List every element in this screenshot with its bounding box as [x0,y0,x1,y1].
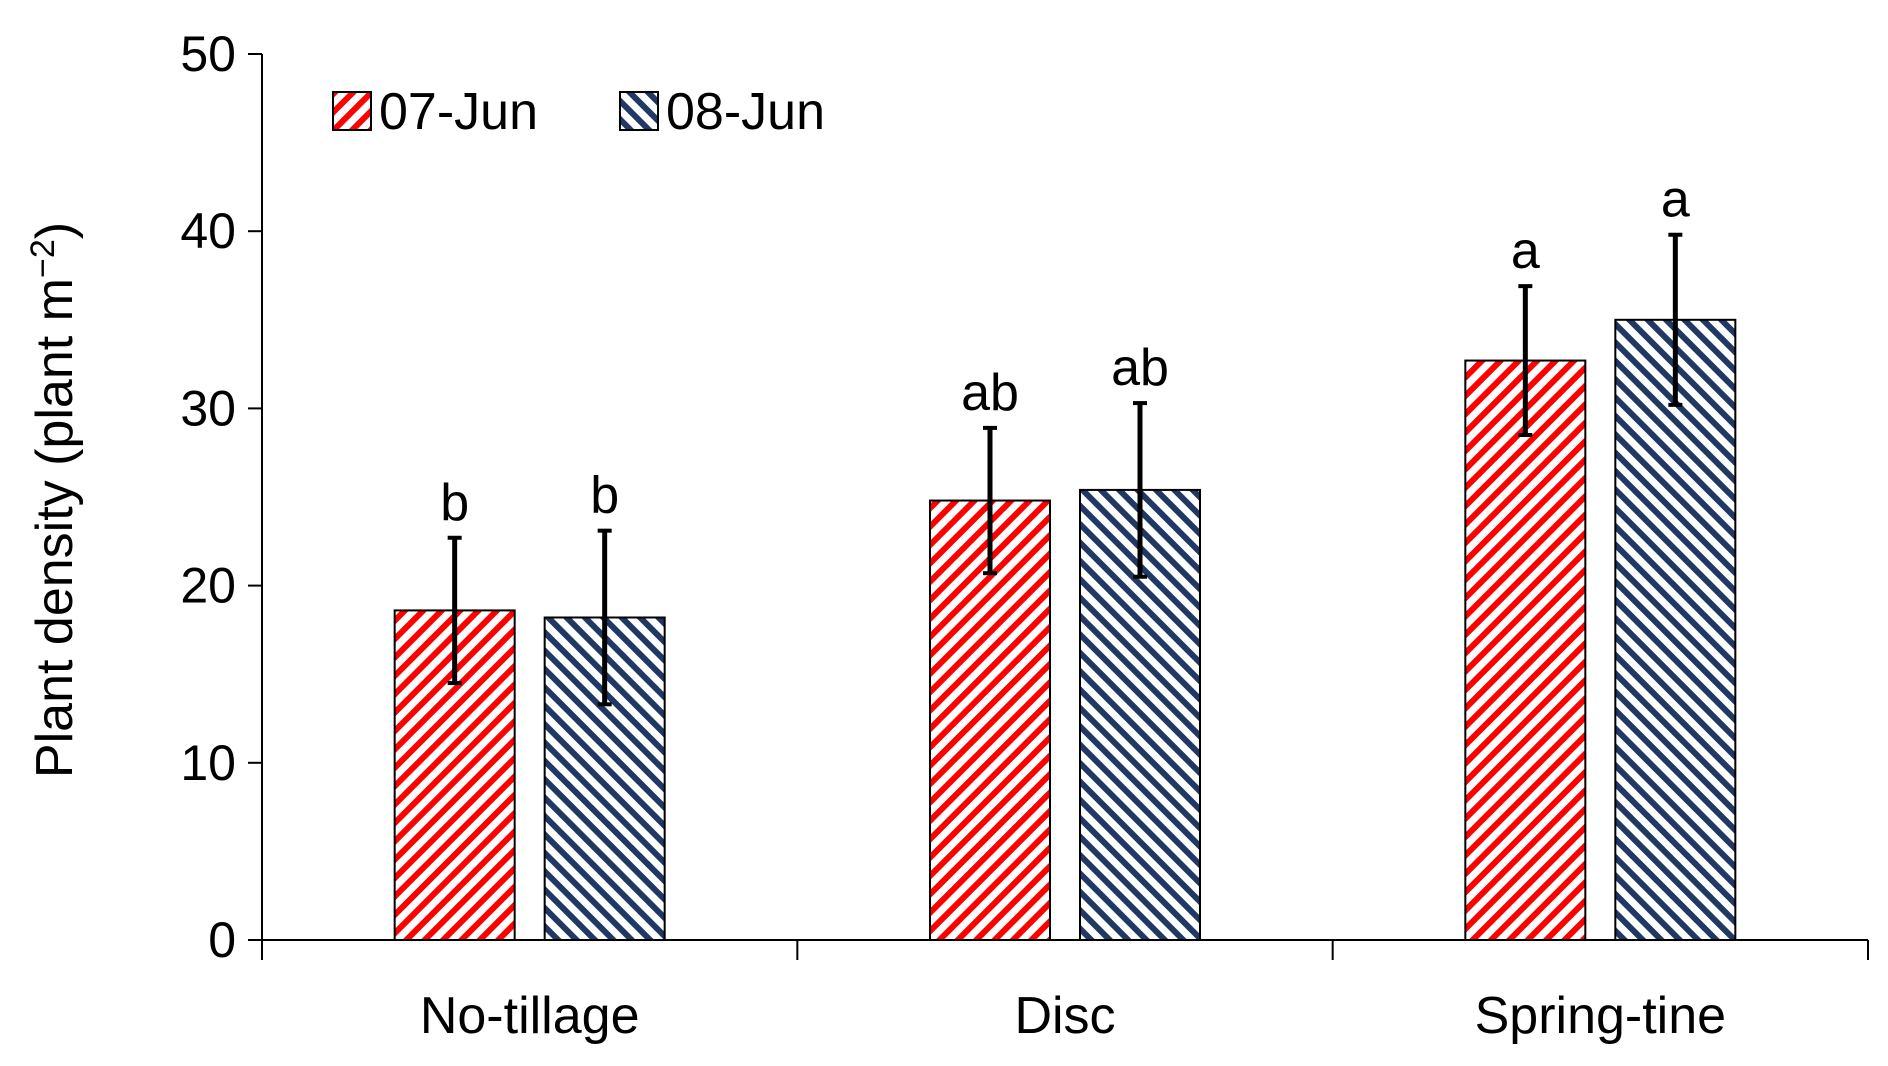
significance-letter: ab [1111,339,1169,397]
significance-letter: ab [961,364,1019,422]
legend-label: 08-Jun [666,83,825,141]
axes [261,54,1869,960]
significance-letter: b [590,467,619,525]
x-category-label: No-tillage [420,987,640,1045]
y-axis-title-close: ) [26,222,84,239]
x-category-label: Disc [1014,987,1115,1045]
bar-08-Jun-Spring-tine [1614,318,1737,941]
bar-07-Jun-Spring-tine [1464,359,1587,941]
y-tick-label: 30 [180,380,236,436]
legend: 07-Jun 08-Jun [332,83,825,141]
legend-swatch [619,91,659,131]
legend-label: 07-Jun [379,83,538,141]
y-axis-ticks: 0 10 20 30 40 50 [180,26,262,968]
bars-group: b b ab ab a a [393,171,1737,942]
y-tick-label: 0 [208,912,236,968]
legend-swatch [332,91,372,131]
significance-letter: a [1661,171,1690,229]
y-tick-label: 50 [180,26,236,82]
significance-letter: b [440,474,469,532]
y-axis-title-main: Plant density (plant m [26,278,84,778]
y-axis-title: Plant density (plant m−2) [24,222,84,778]
significance-letter: a [1511,222,1540,280]
x-axis-labels: No-tillage Disc Spring-tine [420,987,1726,1045]
y-tick-label: 10 [180,735,236,791]
y-tick-label: 20 [180,558,236,614]
y-axis-title-sup: −2 [24,239,62,278]
x-category-label: Spring-tine [1475,987,1726,1045]
y-tick-label: 40 [180,203,236,259]
